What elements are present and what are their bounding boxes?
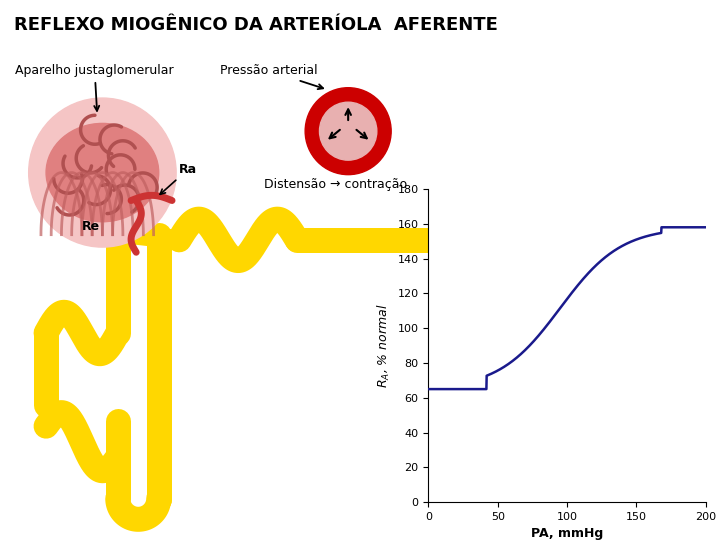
X-axis label: PA, mmHg: PA, mmHg [531, 528, 603, 540]
Text: REFLEXO MIOGÊNICO DA ARTERÍOLA  AFERENTE: REFLEXO MIOGÊNICO DA ARTERÍOLA AFERENTE [14, 16, 498, 34]
Text: Distensão → contração: Distensão → contração [264, 178, 408, 191]
Text: Aparelho justaglomerular: Aparelho justaglomerular [15, 64, 174, 111]
Y-axis label: $R_A$, % normal: $R_A$, % normal [376, 303, 392, 388]
Circle shape [29, 98, 176, 247]
Text: Re: Re [82, 219, 100, 233]
Circle shape [305, 87, 391, 174]
Ellipse shape [46, 124, 158, 222]
Circle shape [320, 102, 377, 160]
Text: Ra: Ra [160, 163, 197, 194]
Text: Pressão arterial: Pressão arterial [220, 64, 323, 89]
